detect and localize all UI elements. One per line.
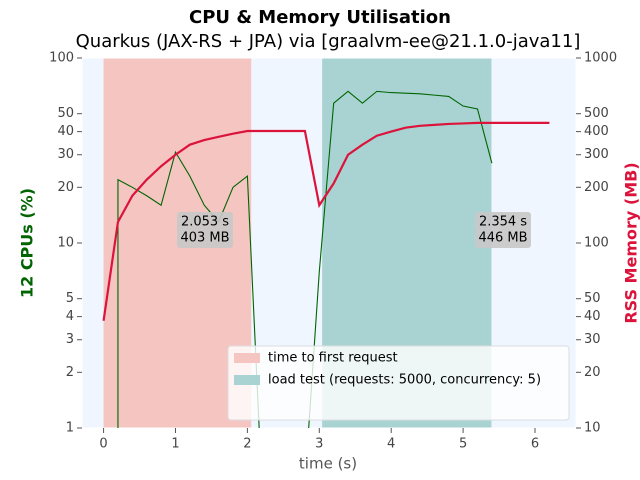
- y2-tick-label: 200: [584, 180, 609, 195]
- y2-tick-label: 30: [584, 332, 601, 347]
- y-tick-label: 3: [66, 332, 74, 347]
- legend-label: time to first request: [268, 351, 398, 366]
- annotation-text: 403 MB: [180, 231, 229, 246]
- annotation-box: [475, 212, 531, 248]
- y2-tick-label: 20: [584, 365, 601, 380]
- y-tick-label: 10: [57, 236, 74, 251]
- y2-tick-label: 1000: [584, 51, 617, 66]
- y2-tick-label: 50: [584, 291, 601, 306]
- legend-label: load test (requests: 5000, concurrency: …: [268, 373, 541, 388]
- legend-swatch: [234, 375, 260, 385]
- chart-subtitle: Quarkus (JAX-RS + JPA) via [graalvm-ee@2…: [76, 31, 581, 52]
- legend-box: [227, 345, 570, 421]
- x-axis-label: time (s): [299, 455, 357, 473]
- x-tick-label: 3: [315, 437, 323, 452]
- x-tick-label: 5: [459, 437, 467, 452]
- y-tick-label: 2: [66, 365, 74, 380]
- y-tick-label: 1: [66, 421, 74, 436]
- y-tick-label: 40: [57, 124, 74, 139]
- y2-tick-label: 40: [584, 309, 601, 324]
- series-line: [102, 121, 550, 321]
- y-axis-label: 12 CPUs (%): [18, 188, 37, 298]
- series-line: [117, 90, 493, 428]
- x-tick-label: 2: [243, 437, 251, 452]
- x-tick-label: 0: [99, 437, 107, 452]
- annotation-text: 446 MB: [478, 231, 527, 246]
- chart-title: CPU & Memory Utilisation: [189, 7, 451, 28]
- annotation-text: 2.053 s: [181, 215, 229, 230]
- legend-swatch: [234, 353, 260, 363]
- y-tick-label: 5: [66, 291, 74, 306]
- annotation-box: [177, 212, 233, 248]
- y-tick-label: 30: [57, 147, 74, 162]
- x-tick-label: 4: [387, 437, 395, 452]
- annotation-text: 2.354 s: [479, 215, 527, 230]
- y2-tick-label: 400: [584, 124, 609, 139]
- y2-tick-label: 100: [584, 236, 609, 251]
- y2-tick-label: 500: [584, 106, 609, 121]
- y2-tick-label: 10: [584, 421, 601, 436]
- y2-axis-label: RSS Memory (MB): [622, 162, 640, 323]
- y-tick-label: 4: [66, 309, 74, 324]
- y-tick-label: 20: [57, 180, 74, 195]
- y-tick-label: 50: [57, 106, 74, 121]
- x-tick-label: 6: [531, 437, 539, 452]
- y2-tick-label: 300: [584, 147, 609, 162]
- lines: [102, 90, 550, 428]
- y-tick-label: 100: [49, 51, 74, 66]
- x-tick-label: 1: [171, 437, 179, 452]
